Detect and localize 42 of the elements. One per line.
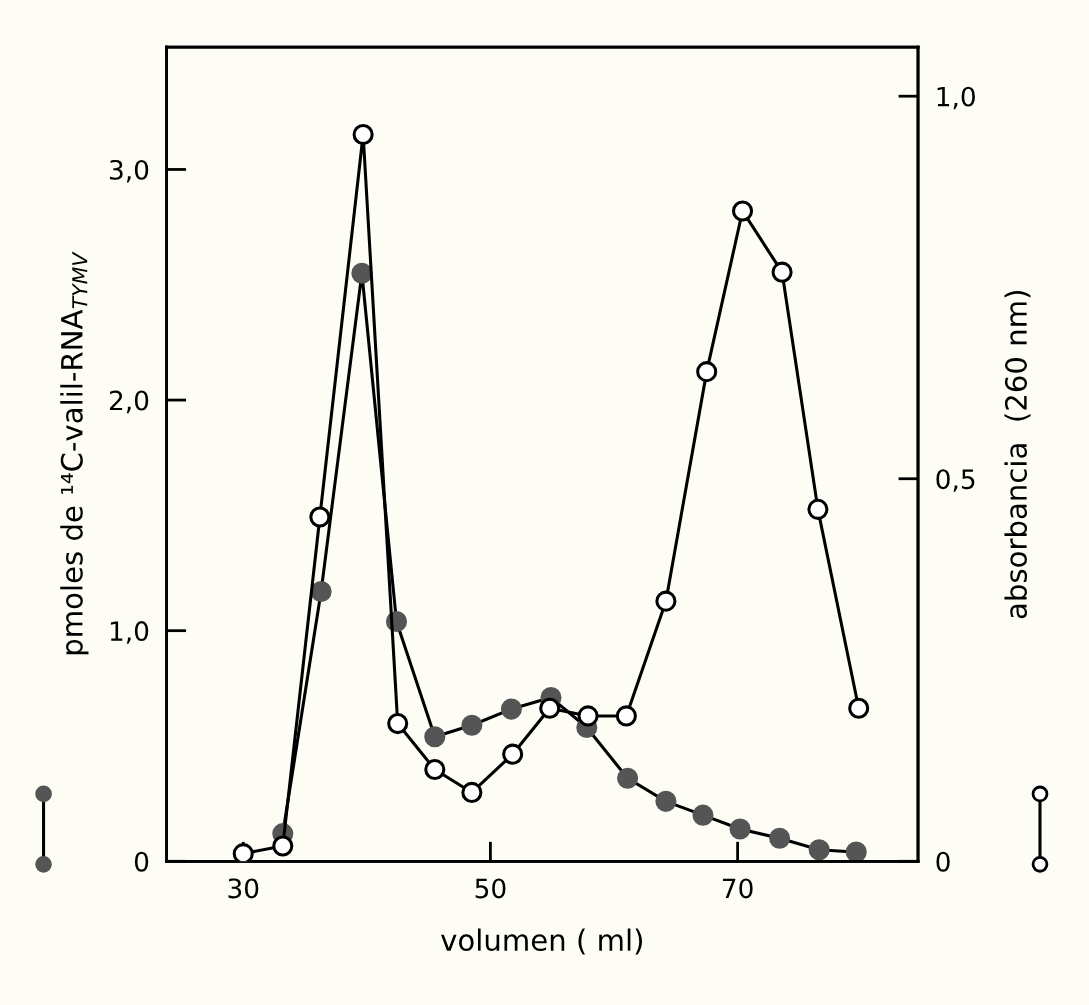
point (615, 705, 637, 727)
point (310, 580, 332, 603)
y-tick-label: 0 (134, 851, 149, 872)
y-axis-title: pmoles de ¹⁴C-valil-RNA$_{TYMV}$ (60, 251, 89, 655)
point (424, 726, 446, 748)
y2-tick-label: 1,0 (937, 86, 975, 110)
y2-axis-title: absorbancia (260 nm) (1004, 291, 1031, 619)
point (848, 697, 870, 719)
point (577, 705, 599, 727)
point (845, 841, 867, 862)
point (309, 506, 331, 528)
x-axis-title: volumen ( ml) (441, 928, 642, 955)
y-tick-label: 1,0 (110, 621, 149, 644)
y2-tick-label: 0 (936, 851, 950, 872)
y2-tick-label: 0,5 (936, 469, 975, 492)
point (272, 835, 294, 857)
x-tick-label: 70 (722, 878, 753, 899)
point (232, 843, 254, 862)
point (351, 262, 373, 284)
point (807, 498, 829, 520)
y-tick-label: 2,0 (109, 390, 149, 414)
point (617, 767, 639, 789)
x-tick-label: 30 (228, 878, 259, 899)
point (731, 200, 754, 222)
point (771, 261, 793, 283)
point (692, 804, 714, 826)
point (808, 839, 830, 861)
y-tick-label: 3,0 (110, 159, 149, 183)
point (352, 123, 374, 146)
point (655, 590, 677, 612)
point (696, 361, 718, 383)
point (502, 743, 524, 765)
point (461, 781, 483, 803)
x-tick-label: 50 (475, 878, 506, 899)
point (387, 713, 409, 735)
point (729, 818, 751, 840)
point (539, 697, 561, 719)
point (769, 827, 791, 849)
point (500, 698, 522, 720)
point (424, 758, 446, 781)
point (655, 790, 677, 812)
point (461, 714, 483, 736)
